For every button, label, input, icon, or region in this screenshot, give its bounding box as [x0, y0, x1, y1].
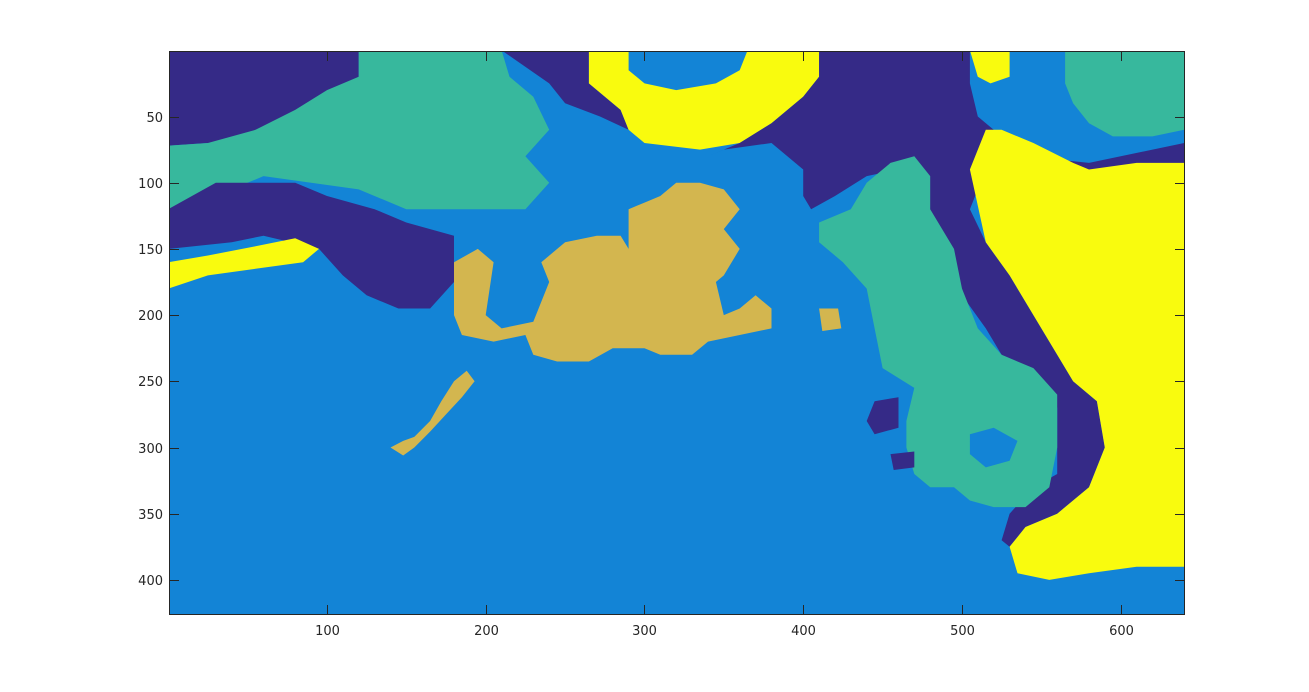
region-class-1-4: [502, 51, 629, 130]
x-tick-label: 200: [474, 624, 499, 639]
y-axis-ticks: 50 100 150 200 250 300 350 400: [138, 111, 1185, 589]
region-class-1-0: [169, 51, 359, 146]
y-tick-label: 350: [138, 508, 163, 523]
y-tick-label: 50: [146, 111, 163, 126]
region-class-3-10: [819, 156, 1058, 508]
y-tick-label: 100: [138, 177, 163, 192]
region-class-5-8: [969, 129, 1185, 580]
region-class-4-15: [390, 370, 475, 456]
axes-box: [169, 51, 1185, 615]
region-class-1-13: [890, 451, 915, 470]
y-tick-label: 400: [138, 574, 163, 589]
y-tick-label: 150: [138, 243, 163, 258]
x-tick-label: 300: [632, 624, 657, 639]
y-tick-label: 250: [138, 375, 163, 390]
region-class-3-9: [1065, 51, 1185, 137]
x-tick-label: 600: [1109, 624, 1134, 639]
region-class-4-16: [819, 308, 842, 331]
y-tick-label: 200: [138, 309, 163, 324]
region-class-1-12: [866, 397, 899, 435]
region-class-3-1: [169, 51, 550, 210]
region-class-2-11: [969, 427, 1018, 468]
region-class-4-14: [454, 182, 772, 362]
plot-area: [169, 51, 1185, 615]
x-tick-label: 100: [315, 624, 340, 639]
region-class-5-5: [588, 51, 820, 150]
y-tick-label: 300: [138, 442, 163, 457]
cluster-regions: [169, 51, 1185, 580]
region-class-5-3: [169, 238, 319, 289]
x-tick-label: 500: [950, 624, 975, 639]
x-tick-label: 400: [791, 624, 816, 639]
region-class-5-7: [970, 51, 1010, 84]
x-axis-ticks: 100 200 300 400 500 600: [315, 51, 1134, 639]
